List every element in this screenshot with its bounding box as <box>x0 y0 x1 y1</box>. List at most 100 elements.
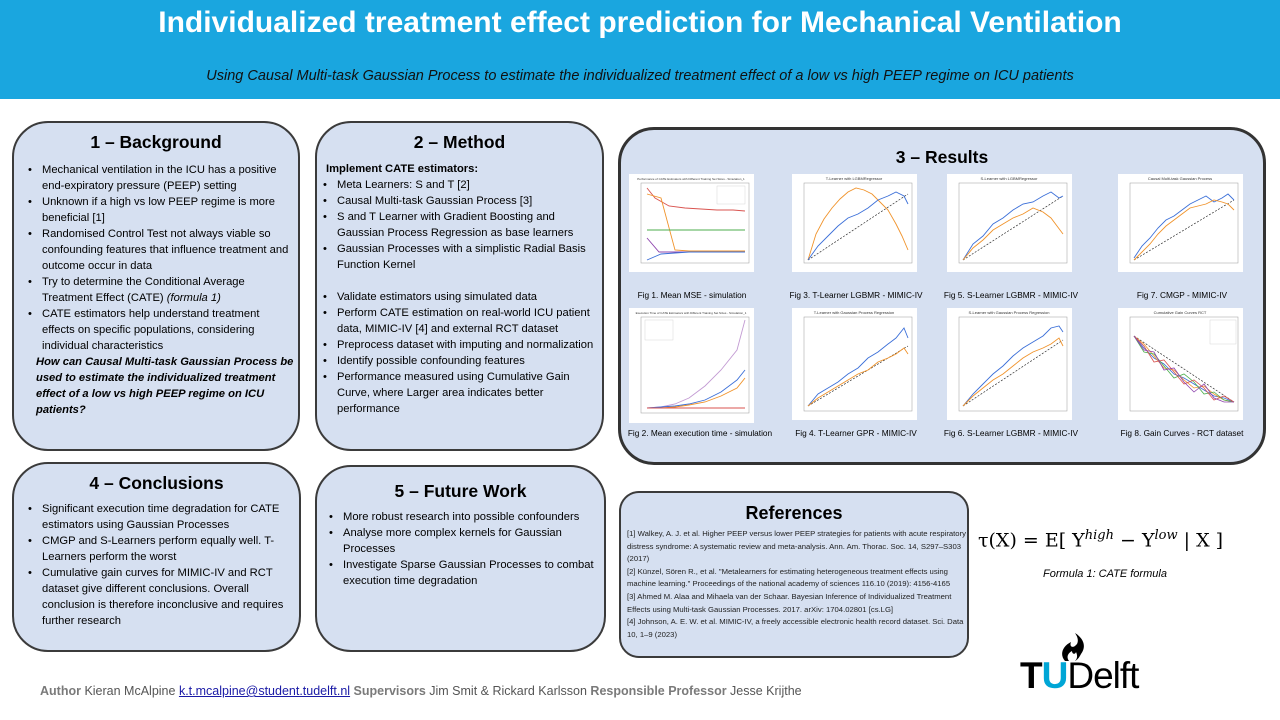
header-banner: Individualized treatment effect predicti… <box>0 0 1280 99</box>
author-email-link[interactable]: k.t.mcalpine@student.tudelft.nl <box>178 684 351 698</box>
plot-title: T-Learner with Gaussian Process Regressi… <box>814 310 894 315</box>
gain-curves-plot: Cumulative Gain Curves RCT <box>1129 310 1239 412</box>
list-item: Unknown if a high vs low PEEP regime is … <box>24 194 292 226</box>
figure-gain-curves-rct: Cumulative Gain Curves RCT <box>1118 308 1243 420</box>
list-item-text: Try to determine the Conditional Average… <box>42 276 245 304</box>
list-item: Validate estimators using simulated data <box>319 289 599 305</box>
figure-tlearner-gpr: T-Learner with Gaussian Process Regressi… <box>792 308 917 420</box>
figure-cmgp: Causal Multi-task Gaussian Process <box>1118 174 1243 272</box>
logo-delft: Delft <box>1067 655 1139 696</box>
logo-u: U <box>1041 655 1069 696</box>
plot-title: S-Learner with LGBMRegressor <box>981 176 1039 181</box>
background-list: Mechanical ventilation in the ICU has a … <box>24 162 292 354</box>
plot-title: T-Learner with LGBMRegressor <box>826 176 883 181</box>
list-item: More robust research into possible confo… <box>325 509 600 525</box>
reference-item: [3] Ahmed M. Alaa and Mihaela van der Sc… <box>627 591 952 614</box>
reference-item: [1] Walkey, A. J. et al. Higher PEEP ver… <box>627 529 966 564</box>
plot-title: Execution Time of CATE Estimators with D… <box>636 311 747 315</box>
references-panel: References [1] Walkey, A. J. et al. High… <box>619 491 969 658</box>
figure-caption: Fig 2. Mean execution time - simulation <box>627 428 773 438</box>
list-item: Mechanical ventilation in the ICU has a … <box>24 162 292 194</box>
list-item: Perform CATE estimation on real-world IC… <box>319 305 599 337</box>
background-title: 1 – Background <box>90 132 222 152</box>
list-gap <box>319 273 599 289</box>
reference-item: [4] Johnson, A. E. W. et al. MIMIC-IV, a… <box>627 617 964 639</box>
formula-ref: (formula 1) <box>166 292 221 304</box>
plot-title: Causal Multi-task Gaussian Process <box>1148 176 1212 181</box>
figure-caption: Fig 1. Mean MSE - simulation <box>637 290 747 300</box>
figure-caption: Fig 7. CMGP - MIMIC-IV <box>1136 290 1228 300</box>
supervisors-label: Supervisors <box>350 684 426 698</box>
supervisors-names: Jim Smit & Rickard Karlsson <box>425 684 591 698</box>
slearner-gpr-plot: S-Learner with Gaussian Process Regressi… <box>958 310 1068 412</box>
reference-item: [2] Künzel, Sören R., et al. "Metalearne… <box>627 566 951 589</box>
list-item: Meta Learners: S and T [2] <box>319 177 599 193</box>
list-item: Cumulative gain curves for MIMIC-IV and … <box>24 565 294 629</box>
formula-sup-high: high <box>1084 528 1114 543</box>
method-panel: 2 – Method Implement CATE estimators: Me… <box>315 121 604 451</box>
formula-rhs: | X ] <box>1177 529 1224 552</box>
poster-title: Individualized treatment effect predicti… <box>158 6 1122 39</box>
formula-minus: − Y <box>1113 529 1155 552</box>
figure-mse-simulation: Performance of CATE Estimators with Diff… <box>629 174 754 272</box>
tudelft-logo: TUDelft <box>1020 632 1180 696</box>
plot-title: S-Learner with Gaussian Process Regressi… <box>969 310 1050 315</box>
figure-caption: Fig 5. S-Learner LGBMR - MIMIC-IV <box>943 290 1079 300</box>
figure-slearner-gpr: S-Learner with Gaussian Process Regressi… <box>947 308 1072 420</box>
list-item: Analyse more complex kernels for Gaussia… <box>325 525 600 557</box>
exec-time-plot: Execution Time of CATE Estimators with D… <box>636 311 750 414</box>
figure-slearner-lgbmr: S-Learner with LGBMRegressor <box>947 174 1072 272</box>
results-title: 3 – Results <box>895 147 989 167</box>
background-panel: 1 – Background Mechanical ventilation in… <box>12 121 300 451</box>
author-name: Kieran McAlpine <box>80 684 179 698</box>
figure-caption: Fig 3. T-Learner LGBMR - MIMIC-IV <box>789 290 923 300</box>
formula-sup-low: low <box>1154 528 1178 543</box>
tlearner-lgbmr-plot: T-Learner with LGBMRegressor <box>803 176 913 264</box>
logo-text: TUDelft <box>1020 655 1139 697</box>
figure-caption: Fig 4. T-Learner GPR - MIMIC-IV <box>795 428 917 438</box>
list-item: Gaussian Processes with a simplistic Rad… <box>319 241 599 273</box>
list-item: Preprocess dataset with imputing and nor… <box>319 337 599 353</box>
figure-caption: Fig 6. S-Learner LGBMR - MIMIC-IV <box>943 428 1079 438</box>
list-item: Performance measured using Cumulative Ga… <box>319 369 599 417</box>
footer-credits: Author Kieran McAlpine k.t.mcalpine@stud… <box>40 684 1240 698</box>
references-list: [1] Walkey, A. J. et al. Higher PEEP ver… <box>627 528 967 641</box>
method-list: Meta Learners: S and T [2] Causal Multi-… <box>319 177 599 417</box>
research-question: How can Causal Multi-task Gaussian Proce… <box>36 356 294 416</box>
method-title: 2 – Method <box>413 132 506 152</box>
tlearner-gpr-plot: T-Learner with Gaussian Process Regressi… <box>803 310 913 412</box>
formula-lhs: τ(X) = E[ Y <box>978 529 1085 552</box>
conclusions-title: 4 – Conclusions <box>89 473 224 493</box>
figure-caption: Fig 8. Gain Curves - RCT dataset <box>1120 428 1244 438</box>
flame-icon <box>1062 633 1084 661</box>
list-item: Causal Multi-task Gaussian Process [3] <box>319 193 599 209</box>
author-label: Author <box>40 684 81 698</box>
figure-tlearner-lgbmr: T-Learner with LGBMRegressor <box>792 174 917 272</box>
list-item: Try to determine the Conditional Average… <box>24 274 292 306</box>
professor-label: Responsible Professor <box>590 684 727 698</box>
list-item: Significant execution time degradation f… <box>24 501 294 533</box>
conclusions-panel: 4 – Conclusions Significant execution ti… <box>12 462 301 652</box>
future-work-panel: 5 – Future Work More robust research int… <box>315 465 606 652</box>
method-intro: Implement CATE estimators: <box>326 163 479 175</box>
plot-title: Performance of CATE Estimators with Diff… <box>637 177 745 181</box>
list-item: S and T Learner with Gradient Boosting a… <box>319 209 599 241</box>
conclusions-list: Significant execution time degradation f… <box>24 501 294 629</box>
list-item: Randomised Control Test not always viabl… <box>24 226 292 274</box>
cmgp-plot: Causal Multi-task Gaussian Process <box>1129 176 1239 264</box>
cate-formula: τ(X) = E[ Yhigh − Ylow | X ] <box>978 528 1238 551</box>
figure-exec-time-simulation: Execution Time of CATE Estimators with D… <box>629 308 754 423</box>
future-work-title: 5 – Future Work <box>394 481 527 501</box>
logo-t: T <box>1020 655 1043 696</box>
list-item: CATE estimators help understand treatmen… <box>24 306 292 354</box>
future-work-list: More robust research into possible confo… <box>325 509 600 589</box>
results-panel: 3 – Results Performance of CATE Estimato… <box>618 127 1266 465</box>
list-item: Investigate Sparse Gaussian Processes to… <box>325 557 600 589</box>
slearner-lgbmr-plot: S-Learner with LGBMRegressor <box>958 176 1068 264</box>
list-item: CMGP and S-Learners perform equally well… <box>24 533 294 565</box>
mse-plot: Performance of CATE Estimators with Diff… <box>637 177 750 264</box>
professor-name: Jesse Krijthe <box>726 684 802 698</box>
references-title: References <box>745 503 843 523</box>
formula-caption: Formula 1: CATE formula <box>1043 568 1167 580</box>
poster-subtitle: Using Causal Multi-task Gaussian Process… <box>206 68 1074 84</box>
